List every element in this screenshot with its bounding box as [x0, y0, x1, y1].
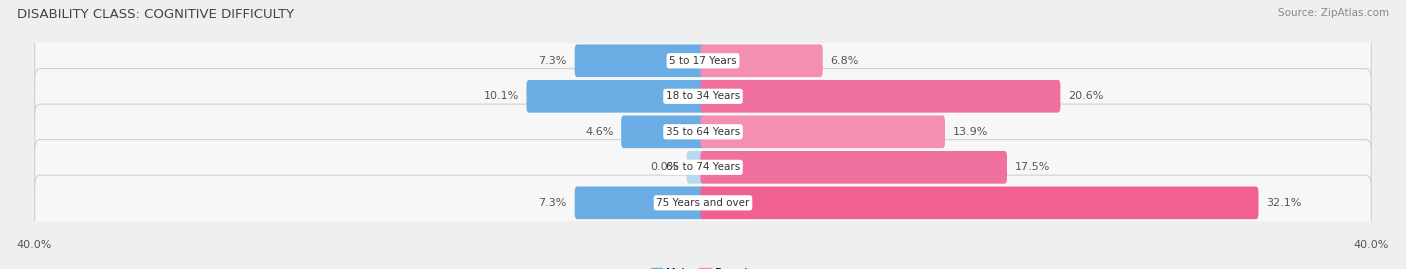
- Text: 18 to 34 Years: 18 to 34 Years: [666, 91, 740, 101]
- Text: 20.6%: 20.6%: [1069, 91, 1104, 101]
- Text: 65 to 74 Years: 65 to 74 Years: [666, 162, 740, 172]
- Text: 40.0%: 40.0%: [1354, 240, 1389, 250]
- FancyBboxPatch shape: [35, 104, 1371, 160]
- FancyBboxPatch shape: [700, 80, 1060, 113]
- FancyBboxPatch shape: [700, 186, 1258, 219]
- Text: 40.0%: 40.0%: [17, 240, 52, 250]
- FancyBboxPatch shape: [700, 44, 823, 77]
- Text: DISABILITY CLASS: COGNITIVE DIFFICULTY: DISABILITY CLASS: COGNITIVE DIFFICULTY: [17, 8, 294, 21]
- FancyBboxPatch shape: [686, 151, 706, 184]
- Text: 35 to 64 Years: 35 to 64 Years: [666, 127, 740, 137]
- Text: 75 Years and over: 75 Years and over: [657, 198, 749, 208]
- Text: 10.1%: 10.1%: [484, 91, 519, 101]
- FancyBboxPatch shape: [526, 80, 706, 113]
- FancyBboxPatch shape: [35, 33, 1371, 89]
- FancyBboxPatch shape: [700, 151, 1007, 184]
- Text: 4.6%: 4.6%: [585, 127, 613, 137]
- Text: 7.3%: 7.3%: [538, 56, 567, 66]
- FancyBboxPatch shape: [700, 115, 945, 148]
- Text: 32.1%: 32.1%: [1267, 198, 1302, 208]
- FancyBboxPatch shape: [575, 186, 706, 219]
- Text: 13.9%: 13.9%: [953, 127, 988, 137]
- FancyBboxPatch shape: [35, 175, 1371, 231]
- Text: 7.3%: 7.3%: [538, 198, 567, 208]
- Text: Source: ZipAtlas.com: Source: ZipAtlas.com: [1278, 8, 1389, 18]
- FancyBboxPatch shape: [35, 69, 1371, 124]
- FancyBboxPatch shape: [621, 115, 706, 148]
- Text: 6.8%: 6.8%: [831, 56, 859, 66]
- Text: 0.0%: 0.0%: [651, 162, 679, 172]
- FancyBboxPatch shape: [575, 44, 706, 77]
- Text: 5 to 17 Years: 5 to 17 Years: [669, 56, 737, 66]
- Legend: Male, Female: Male, Female: [647, 264, 759, 269]
- FancyBboxPatch shape: [35, 140, 1371, 195]
- Text: 17.5%: 17.5%: [1015, 162, 1050, 172]
